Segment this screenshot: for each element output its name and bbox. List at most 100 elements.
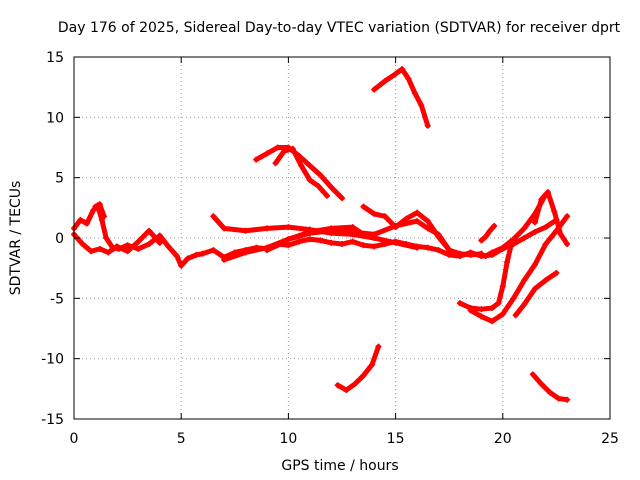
data-point — [210, 213, 217, 220]
series-arc-p — [478, 222, 498, 244]
y-tick-label: 10 — [46, 110, 64, 126]
data-point — [96, 245, 103, 252]
series-arc-n — [512, 269, 560, 319]
data-point — [317, 172, 324, 179]
y-tick-label: 5 — [55, 171, 64, 187]
x-tick-label: 5 — [177, 431, 186, 447]
data-point — [553, 269, 560, 276]
series-arc-o — [529, 371, 571, 403]
data-point — [317, 237, 324, 244]
data-point — [478, 250, 485, 257]
data-point — [328, 227, 335, 234]
data-point — [486, 227, 493, 234]
data-point — [289, 145, 296, 152]
data-point — [242, 249, 249, 256]
series-trace — [478, 223, 497, 243]
data-point — [495, 300, 502, 307]
data-point — [351, 381, 358, 388]
data-point — [92, 203, 99, 210]
y-tick-label: -10 — [41, 352, 64, 368]
data-point — [557, 231, 564, 238]
data-point — [221, 256, 228, 263]
series-arc-i — [334, 343, 382, 394]
data-point — [285, 236, 292, 243]
data-point — [369, 361, 376, 368]
data-point — [334, 382, 341, 389]
data-point — [360, 372, 367, 379]
data-point — [221, 225, 228, 232]
x-tick-label: 10 — [279, 431, 297, 447]
data-point — [274, 144, 281, 151]
data-point — [306, 236, 313, 243]
data-point — [411, 90, 418, 97]
data-point — [306, 162, 313, 169]
data-point — [512, 312, 519, 319]
data-point — [456, 250, 463, 257]
chart-title: Day 176 of 2025, Sidereal Day-to-day VTE… — [58, 20, 621, 36]
data-point — [105, 249, 112, 256]
data-point — [328, 184, 335, 191]
data-point — [96, 201, 103, 208]
x-tick-label: 0 — [70, 431, 79, 447]
data-point — [392, 224, 399, 231]
data-point — [414, 218, 421, 225]
series-trace — [532, 189, 570, 247]
data-point — [478, 313, 485, 320]
data-point — [542, 277, 549, 284]
data-point — [146, 241, 153, 248]
x-tick-label: 25 — [601, 431, 619, 447]
data-point — [124, 248, 131, 255]
series-arc-q — [92, 201, 108, 220]
data-point — [349, 238, 356, 245]
data-point — [392, 239, 399, 246]
data-point — [531, 261, 538, 268]
data-point — [339, 195, 345, 202]
data-point — [546, 389, 553, 396]
series-trace — [513, 270, 559, 318]
data-point — [482, 233, 489, 240]
data-point — [381, 78, 388, 85]
series-trace — [468, 213, 570, 324]
data-series — [71, 66, 571, 403]
data-point — [424, 218, 431, 225]
data-point — [113, 243, 120, 250]
data-point — [272, 160, 279, 167]
data-point — [510, 236, 517, 243]
data-point — [424, 244, 431, 251]
data-point — [489, 304, 496, 311]
data-point — [263, 225, 270, 232]
data-point — [274, 242, 281, 249]
axis-ticks: 0 5 10 15 20 25 -15 -10 -5 0 5 10 15 — [41, 50, 619, 447]
data-point — [263, 247, 270, 254]
data-point — [349, 228, 356, 235]
series-trace — [335, 344, 381, 393]
data-point — [375, 343, 382, 350]
data-point — [510, 295, 517, 302]
data-point — [531, 219, 538, 226]
data-point — [371, 210, 378, 217]
data-point — [564, 213, 571, 220]
data-point — [489, 318, 496, 325]
data-point — [343, 387, 350, 394]
data-point — [193, 251, 200, 258]
data-point — [392, 70, 399, 77]
data-point — [306, 230, 313, 237]
data-point — [371, 231, 378, 238]
data-point — [544, 189, 551, 196]
data-point — [538, 196, 545, 203]
data-point — [491, 222, 498, 229]
data-point — [467, 251, 474, 258]
series-trace — [264, 218, 452, 253]
series-arc-f — [253, 144, 345, 202]
data-point — [315, 183, 322, 190]
y-tick-label: 0 — [55, 231, 64, 247]
data-point — [529, 371, 536, 378]
data-point — [298, 162, 305, 169]
data-point — [403, 215, 410, 222]
data-point — [285, 242, 292, 249]
data-point — [542, 241, 549, 248]
data-point — [435, 247, 442, 254]
data-point — [381, 213, 388, 220]
data-point — [499, 244, 506, 251]
